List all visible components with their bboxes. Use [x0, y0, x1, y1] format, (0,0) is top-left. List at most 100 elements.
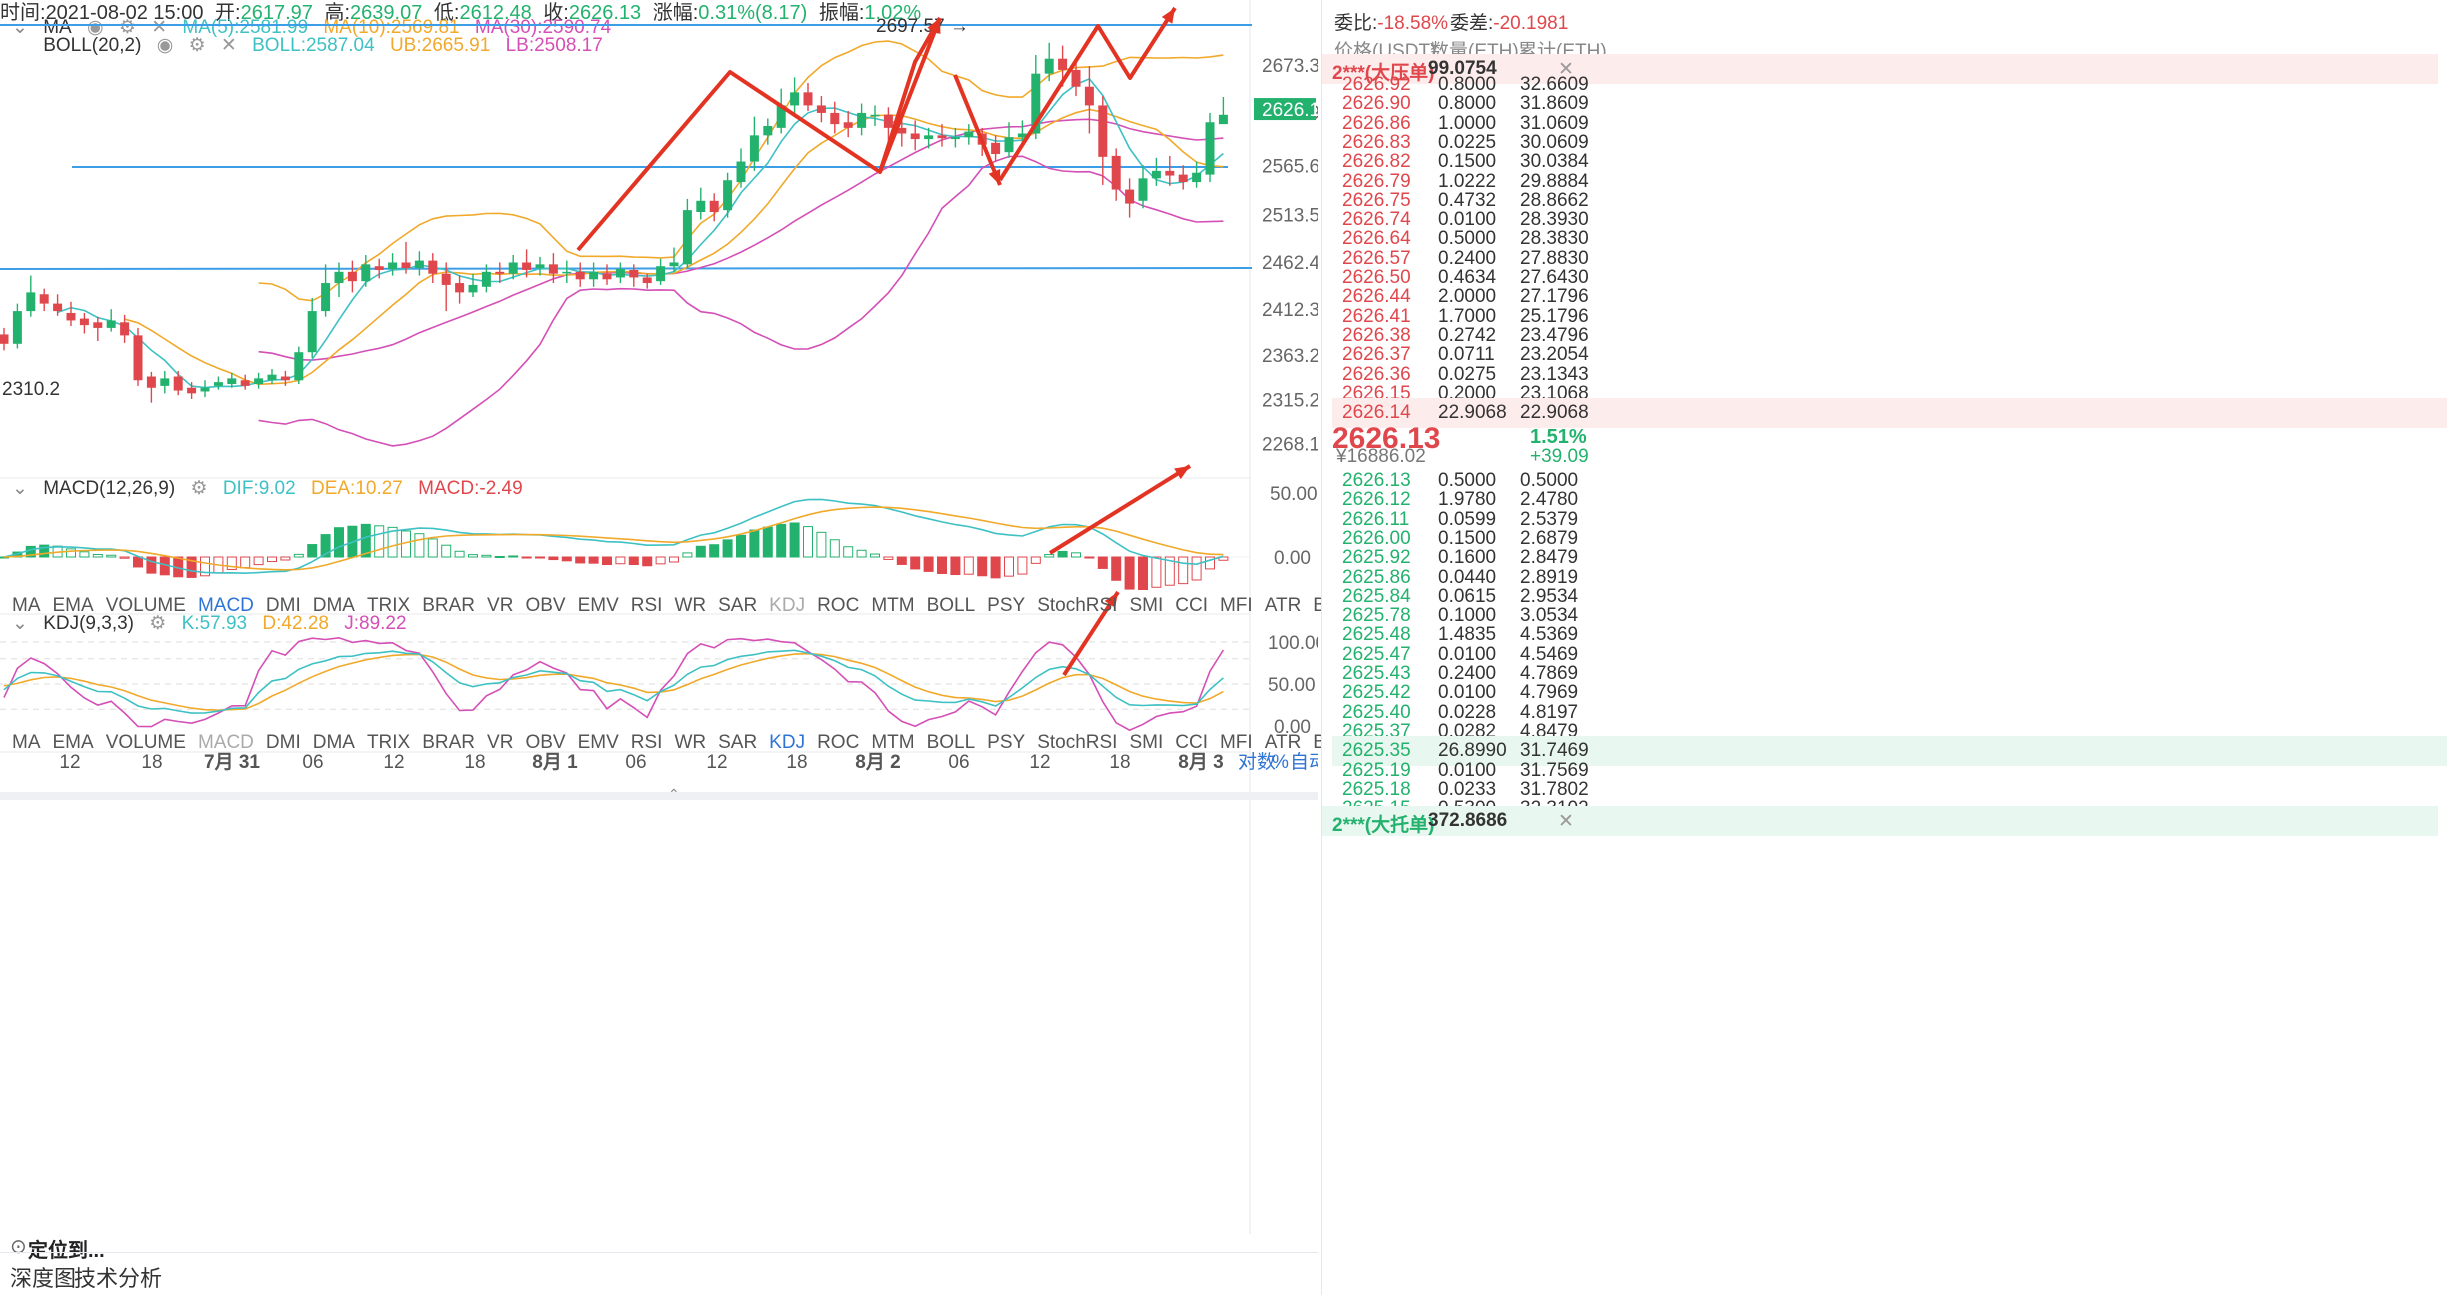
- indicator-tab-mfi[interactable]: MFI: [1219, 732, 1253, 753]
- ask-wall-row[interactable]: 2***(大压单) 99.0754 ✕: [1322, 54, 2438, 84]
- book-row[interactable]: 2626.38 0.2742 23.4796: [1332, 321, 2447, 351]
- book-row[interactable]: 2626.00 0.1500 2.6879: [1332, 524, 2447, 554]
- book-row[interactable]: 2626.74 0.0100 28.3930: [1332, 205, 2447, 235]
- book-row[interactable]: 2625.86 0.0440 2.8919: [1332, 563, 2447, 593]
- indicator-tab-rsi[interactable]: RSI: [630, 732, 663, 753]
- indicator-tab-macd[interactable]: MACD: [197, 595, 254, 616]
- book-row[interactable]: 2626.83 0.0225 30.0609: [1332, 128, 2447, 158]
- book-row[interactable]: 2625.43 0.2400 4.7869: [1332, 659, 2447, 689]
- indicator-tab-vr[interactable]: VR: [487, 595, 514, 616]
- book-row[interactable]: 2625.92 0.1600 2.8479: [1332, 543, 2447, 573]
- indicator-tab-wr[interactable]: WR: [674, 595, 707, 616]
- indicator-tab-trix[interactable]: TRIX: [366, 732, 411, 753]
- indicator-tab-obv[interactable]: OBV: [525, 595, 566, 616]
- book-row[interactable]: 2626.90 0.8000 31.8609: [1332, 89, 2447, 119]
- eye-icon[interactable]: ◉: [156, 35, 174, 56]
- chevron-down-icon[interactable]: ⌄: [12, 613, 28, 634]
- indicator-tab-atr[interactable]: ATR: [1264, 732, 1302, 753]
- close-icon[interactable]: ✕: [151, 17, 168, 38]
- bid-wall-row[interactable]: 2***(大托单) 372.8686 ✕: [1322, 806, 2438, 836]
- chevron-down-icon[interactable]: ⌄: [12, 17, 28, 38]
- indicator-tab-ema[interactable]: EMA: [52, 595, 94, 616]
- indicator-tab-atr[interactable]: ATR: [1264, 595, 1302, 616]
- book-row[interactable]: 2625.42 0.0100 4.7969: [1332, 678, 2447, 708]
- indicator-tab-brar[interactable]: BRAR: [422, 595, 476, 616]
- tab-technical-analysis[interactable]: 技术分析: [74, 1266, 163, 1291]
- indicator-tab-dmi[interactable]: DMI: [265, 595, 301, 616]
- indicator-tab-kdj[interactable]: KDJ: [769, 595, 806, 616]
- book-row[interactable]: 2625.19 0.0100 31.7569: [1332, 756, 2447, 786]
- book-row[interactable]: 2626.36 0.0275 23.1343: [1332, 360, 2447, 390]
- indicator-tab-mtm[interactable]: MTM: [871, 595, 915, 616]
- indicator-tab-dma[interactable]: DMA: [312, 595, 355, 616]
- book-row[interactable]: 2626.44 2.0000 27.1796: [1332, 282, 2447, 312]
- indicator-tab-kdj[interactable]: KDJ: [769, 732, 806, 753]
- indicator-tab-wr[interactable]: WR: [674, 732, 707, 753]
- indicator-tab-smi[interactable]: SMI: [1129, 732, 1164, 753]
- indicator-tab-obv[interactable]: OBV: [525, 732, 566, 753]
- gear-icon[interactable]: ⚙: [188, 35, 206, 56]
- book-row[interactable]: 2626.11 0.0599 2.5379: [1332, 505, 2447, 535]
- indicator-tab-trix[interactable]: TRIX: [366, 595, 411, 616]
- tab-depth-chart[interactable]: 深度图: [10, 1266, 77, 1291]
- indicator-tab-stochrsi[interactable]: StochRSI: [1037, 595, 1118, 616]
- close-icon[interactable]: ✕: [1558, 59, 1574, 80]
- book-row[interactable]: 2626.79 1.0222 29.8884: [1332, 167, 2447, 197]
- indicator-tab-volume[interactable]: VOLUME: [105, 595, 186, 616]
- book-row[interactable]: 2625.18 0.0233 31.7802: [1332, 775, 2447, 805]
- indicator-tab-mtm[interactable]: MTM: [871, 732, 915, 753]
- indicator-tab-macd[interactable]: MACD: [197, 732, 254, 753]
- indicator-tab-smi[interactable]: SMI: [1129, 595, 1164, 616]
- book-row[interactable]: 2626.82 0.1500 30.0384: [1332, 147, 2447, 177]
- indicator-tab-psy[interactable]: PSY: [987, 732, 1026, 753]
- indicator-tab-cci[interactable]: CCI: [1175, 595, 1208, 616]
- indicator-tab-boll[interactable]: BOLL: [926, 595, 976, 616]
- indicator-tab-roc[interactable]: ROC: [817, 595, 860, 616]
- book-row[interactable]: 2626.41 1.7000 25.1796: [1332, 302, 2447, 332]
- indicator-tab-ma[interactable]: MA: [12, 732, 41, 753]
- gear-icon[interactable]: ⚙: [190, 478, 208, 499]
- indicator-tab-sar[interactable]: SAR: [718, 732, 758, 753]
- indicator-tab-ma[interactable]: MA: [12, 595, 41, 616]
- indicator-tab-emv[interactable]: EMV: [577, 595, 619, 616]
- gear-icon[interactable]: ⚙: [118, 17, 136, 38]
- indicator-tab-dma[interactable]: DMA: [312, 732, 355, 753]
- book-row[interactable]: 2626.75 0.4732 28.8662: [1332, 186, 2447, 216]
- indicator-tab-psy[interactable]: PSY: [987, 595, 1026, 616]
- book-row[interactable]: 2626.57 0.2400 27.8830: [1332, 244, 2447, 274]
- indicator-tab-emv[interactable]: EMV: [577, 732, 619, 753]
- book-row[interactable]: 2625.35 26.8990 31.7469: [1332, 736, 2447, 767]
- book-row[interactable]: 2626.12 1.9780 2.4780: [1332, 485, 2447, 515]
- book-row[interactable]: 2625.47 0.0100 4.5469: [1332, 640, 2447, 670]
- indicator-tab-roc[interactable]: ROC: [817, 732, 860, 753]
- close-icon[interactable]: ✕: [1558, 811, 1574, 832]
- book-row[interactable]: 2626.64 0.5000 28.3830: [1332, 224, 2447, 254]
- indicator-tab-ema[interactable]: EMA: [52, 732, 94, 753]
- chevron-down-icon[interactable]: ⌄: [12, 478, 28, 499]
- indicator-tab-cci[interactable]: CCI: [1175, 732, 1208, 753]
- eye-icon[interactable]: ◉: [86, 17, 104, 38]
- book-row[interactable]: 2625.84 0.0615 2.9534: [1332, 582, 2447, 612]
- indicator-tab-boll[interactable]: BOLL: [926, 732, 976, 753]
- book-row[interactable]: 2626.92 0.8000 32.6609: [1332, 70, 2447, 100]
- indicator-tab-brar[interactable]: BRAR: [422, 732, 476, 753]
- book-row[interactable]: 2626.13 0.5000 0.5000: [1332, 466, 2447, 496]
- locate-button[interactable]: 定位到...: [28, 1240, 105, 1262]
- close-icon[interactable]: ✕: [220, 35, 237, 56]
- chart-area[interactable]: 时间:2021-08-02 15:00 开:2617.97 高:2639.07 …: [0, 0, 1968, 1295]
- book-row[interactable]: 2625.78 0.1000 3.0534: [1332, 601, 2447, 631]
- gear-icon[interactable]: ⚙: [149, 613, 167, 634]
- price-chart[interactable]: 2673.30 2565.68 2513.51 2462.40 2412.33 2363.…: [0, 0, 1318, 1234]
- indicator-tab-vr[interactable]: VR: [487, 732, 514, 753]
- book-row[interactable]: 2626.50 0.4634 27.6430: [1332, 263, 2447, 293]
- indicator-tab-volume[interactable]: VOLUME: [105, 732, 186, 753]
- book-row[interactable]: 2625.40 0.0228 4.8197: [1332, 698, 2447, 728]
- indicator-tab-dmi[interactable]: DMI: [265, 732, 301, 753]
- indicator-tab-stochrsi[interactable]: StochRSI: [1037, 732, 1118, 753]
- book-row[interactable]: 2625.48 1.4835 4.5369: [1332, 620, 2447, 650]
- book-row[interactable]: 2626.86 1.0000 31.0609: [1332, 109, 2447, 139]
- book-row[interactable]: 2626.37 0.0711 23.2054: [1332, 340, 2447, 370]
- indicator-tab-rsi[interactable]: RSI: [630, 595, 663, 616]
- book-row[interactable]: 2626.14 22.9068 22.9068: [1332, 398, 2447, 429]
- indicator-tab-sar[interactable]: SAR: [718, 595, 758, 616]
